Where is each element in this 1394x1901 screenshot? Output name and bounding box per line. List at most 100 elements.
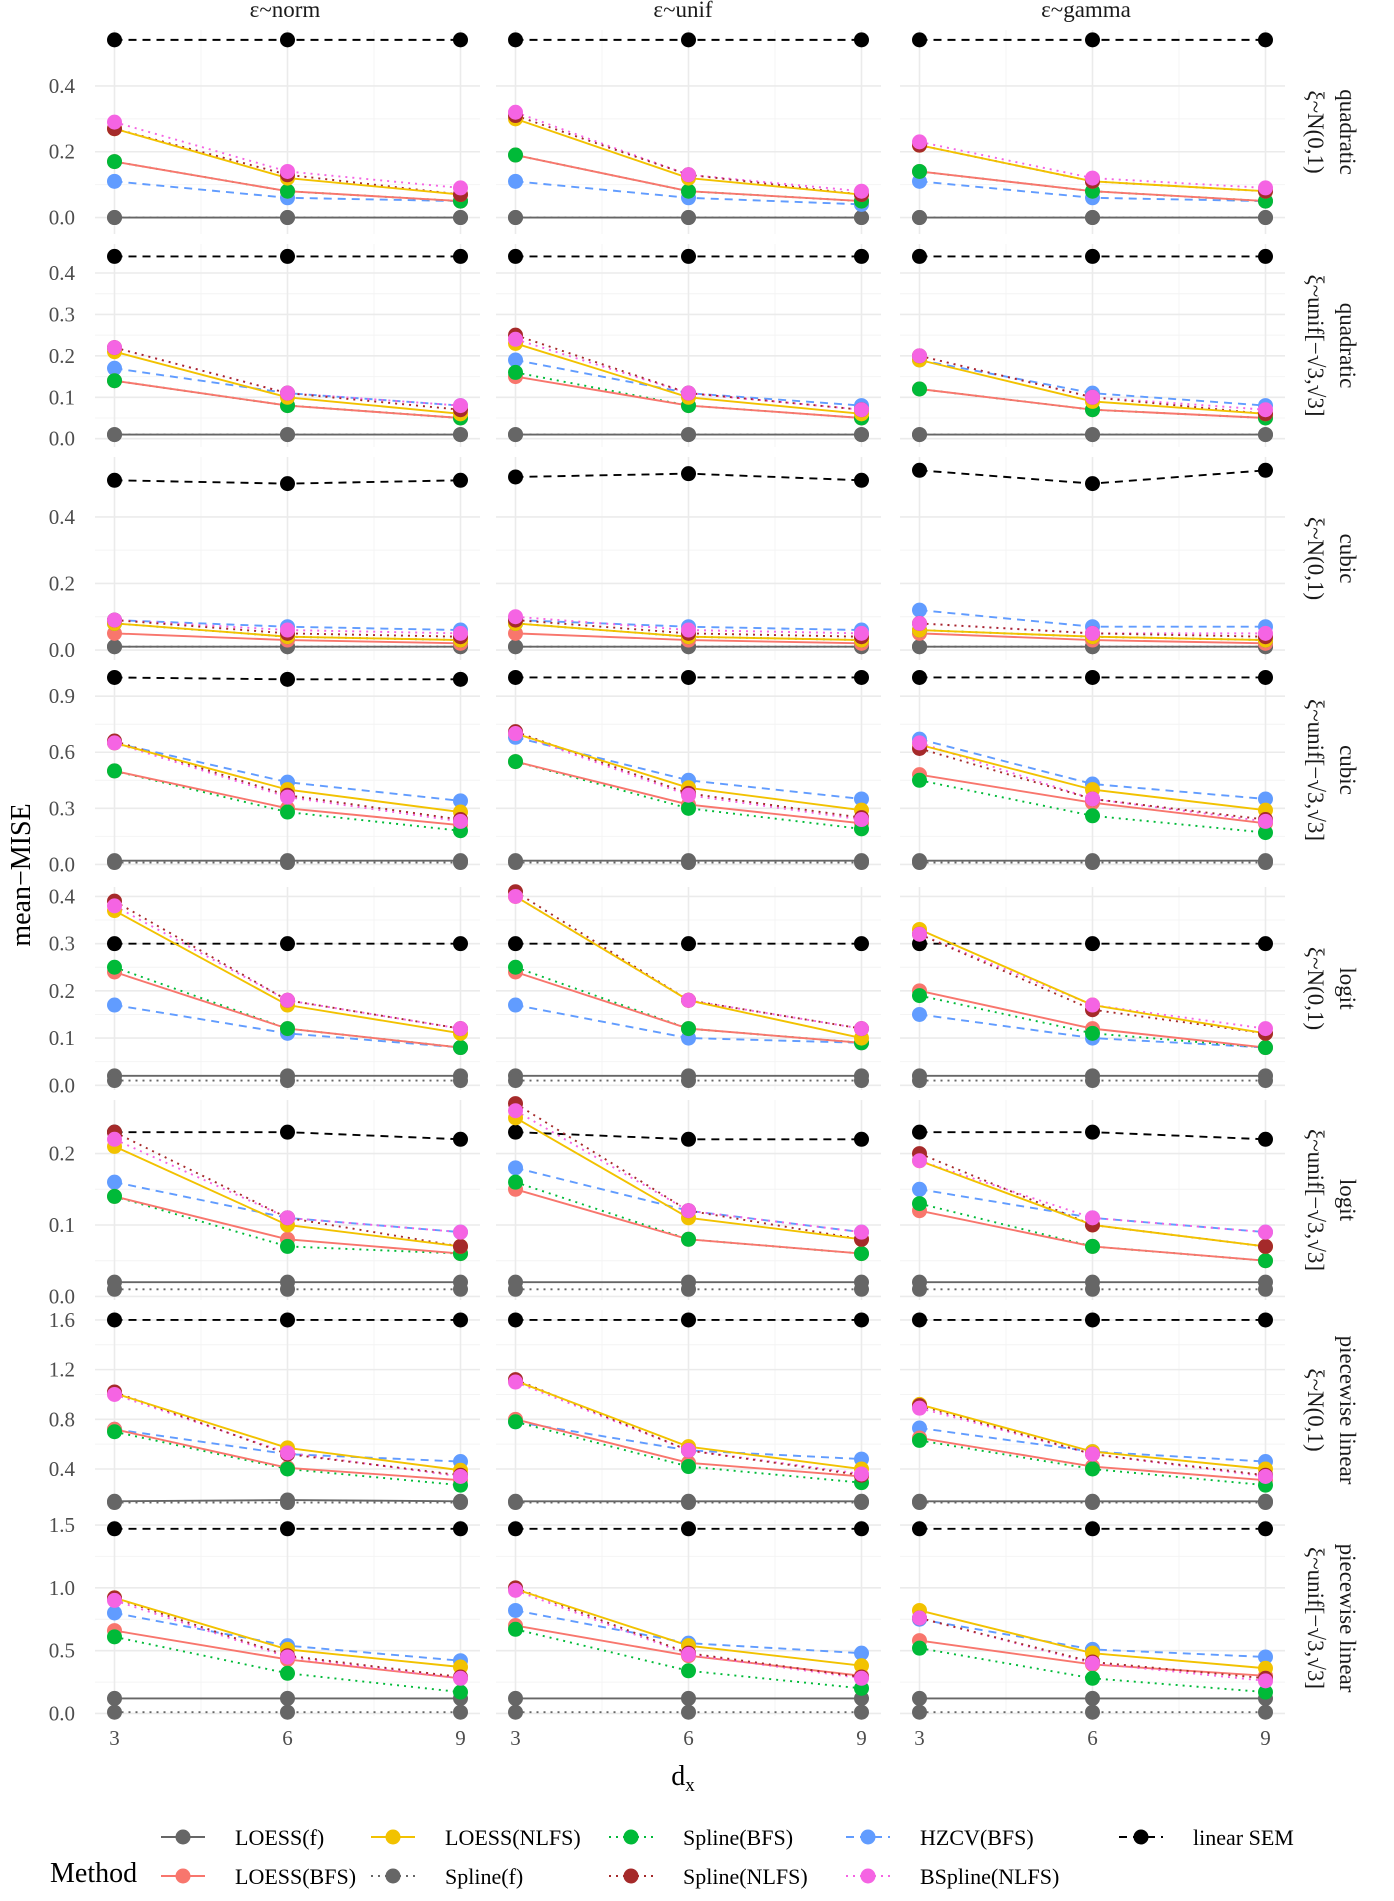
data-point-linear_sem [107, 669, 122, 685]
legend-item-spline_bfs: Spline(BFS) [609, 1825, 793, 1850]
series-line-bspline_nlfs [114, 346, 461, 407]
facet-panel [900, 244, 1285, 447]
data-point-linear_sem [1085, 1312, 1100, 1328]
data-point-bspline_nlfs [508, 1103, 523, 1119]
data-point-linear_sem [453, 472, 468, 488]
y-tick-label: 0.0 [49, 1284, 75, 1308]
data-point-spline_bfs [681, 800, 696, 816]
data-point-spline_bfs [1085, 1025, 1100, 1041]
data-point-linear_sem [1085, 1521, 1100, 1537]
row-strip: ξ~unif[−√3,√3] logit [1303, 1129, 1360, 1271]
y-tick-label: 0.0 [49, 427, 75, 451]
legend-label: LOESS(f) [235, 1825, 324, 1850]
facet-panel [900, 1520, 1285, 1720]
data-point-spline_f [1258, 210, 1273, 226]
row-strip-label: piecewise linear [1335, 1336, 1360, 1485]
data-point-spline_bfs [107, 1424, 122, 1440]
series-line-spline_nlfs [114, 1131, 461, 1248]
legend-key-point [623, 1868, 639, 1884]
data-point-spline_f [681, 1704, 696, 1720]
facet-panel [95, 1520, 480, 1720]
data-point-spline_f [453, 1495, 468, 1511]
data-point-linear_sem [854, 248, 869, 264]
data-point-spline_f [453, 855, 468, 871]
y-tick-label: 1.5 [49, 1513, 75, 1537]
data-point-spline_f [453, 427, 468, 443]
data-point-spline_f [912, 427, 927, 443]
data-point-linear_sem [508, 469, 523, 485]
data-point-linear_sem [1085, 936, 1100, 952]
data-point-bspline_nlfs [854, 183, 869, 199]
row-strip-label: quadratic [1335, 303, 1360, 389]
data-point-linear_sem [1085, 476, 1100, 492]
data-point-bspline_nlfs [107, 612, 122, 628]
data-point-bspline_nlfs [1258, 1673, 1273, 1689]
data-point-spline_f [912, 1495, 927, 1511]
data-point-spline_f [107, 210, 122, 226]
data-point-bspline_nlfs [912, 134, 927, 150]
facet-row: 0.0 0.1 0.2 ξ~unif[−√3,√3] logit [49, 1096, 1360, 1308]
series-line-hzcv_bfs [919, 359, 1266, 407]
data-point-spline_f [280, 1073, 295, 1089]
data-point-linear_sem [453, 1521, 468, 1537]
data-point-spline_f [854, 855, 869, 871]
data-point-bspline_nlfs [508, 726, 523, 742]
x-tick-label: 9 [455, 1726, 466, 1750]
data-point-spline_bfs [508, 364, 523, 380]
facet-row: 0.0 0.2 0.4 ξ~N(0,1) quadratic [49, 30, 1360, 234]
data-point-bspline_nlfs [453, 1224, 468, 1240]
column-strip-label: ε~norm [250, 0, 321, 22]
data-point-spline_f [508, 855, 523, 871]
data-point-hzcv_bfs [912, 1006, 927, 1022]
data-point-spline_bfs [1258, 1253, 1273, 1269]
data-point-spline_bfs [280, 183, 295, 199]
facet-panel [95, 30, 480, 234]
data-point-spline_bfs [280, 804, 295, 820]
data-point-linear_sem [681, 1312, 696, 1328]
data-point-linear_sem [453, 32, 468, 48]
y-tick-label: 0.0 [49, 852, 75, 876]
data-point-linear_sem [453, 248, 468, 264]
column-strip-label: ε~unif [653, 0, 712, 22]
y-tick-label: 0.1 [49, 1026, 75, 1050]
data-point-linear_sem [453, 1131, 468, 1147]
data-point-spline_f [912, 639, 927, 655]
data-point-spline_f [681, 210, 696, 226]
x-axis-title: dx [671, 1761, 695, 1796]
data-point-spline_f [1085, 855, 1100, 871]
facet-panel [496, 1520, 881, 1720]
data-point-bspline_nlfs [681, 1442, 696, 1458]
series-line-spline_nlfs [114, 619, 461, 638]
row-strip: ξ~N(0,1) cubic [1303, 517, 1360, 600]
data-point-spline_bfs [508, 1621, 523, 1637]
y-tick-label: 0.1 [49, 385, 75, 409]
data-point-bspline_nlfs [107, 114, 122, 130]
facet-row: 0.0 0.1 0.2 0.3 0.4 ξ~N(0,1) logit [49, 884, 1360, 1097]
y-tick-label: 1.6 [49, 1308, 75, 1332]
series-line-bspline_nlfs [114, 619, 461, 635]
data-point-linear_sem [107, 472, 122, 488]
data-point-linear_sem [453, 1312, 468, 1328]
y-tick-label: 0.4 [49, 1457, 76, 1481]
x-tick-label: 6 [282, 1726, 293, 1750]
data-point-bspline_nlfs [280, 1445, 295, 1461]
data-point-loess_f [107, 1690, 122, 1706]
data-point-loess_f [280, 1690, 295, 1706]
y-tick-label: 0.0 [49, 206, 75, 230]
y-tick-label: 0.6 [49, 740, 75, 764]
x-axis-title-main: d [671, 1761, 685, 1792]
row-strip-label: ξ~N(0,1) [1303, 90, 1328, 173]
data-point-spline_bfs [1258, 1684, 1273, 1700]
data-point-spline_f [1258, 1704, 1273, 1720]
facet-panel [95, 1310, 480, 1511]
y-tick-label: 1.0 [49, 1576, 75, 1600]
data-point-spline_bfs [107, 1188, 122, 1204]
data-point-spline_f [681, 427, 696, 443]
data-point-bspline_nlfs [508, 1582, 523, 1598]
data-point-spline_f [854, 210, 869, 226]
data-point-spline_bfs [508, 1174, 523, 1190]
data-point-spline_f [681, 1281, 696, 1297]
data-point-spline_bfs [854, 1246, 869, 1262]
data-point-linear_sem [280, 1312, 295, 1328]
data-point-spline_f [912, 855, 927, 871]
